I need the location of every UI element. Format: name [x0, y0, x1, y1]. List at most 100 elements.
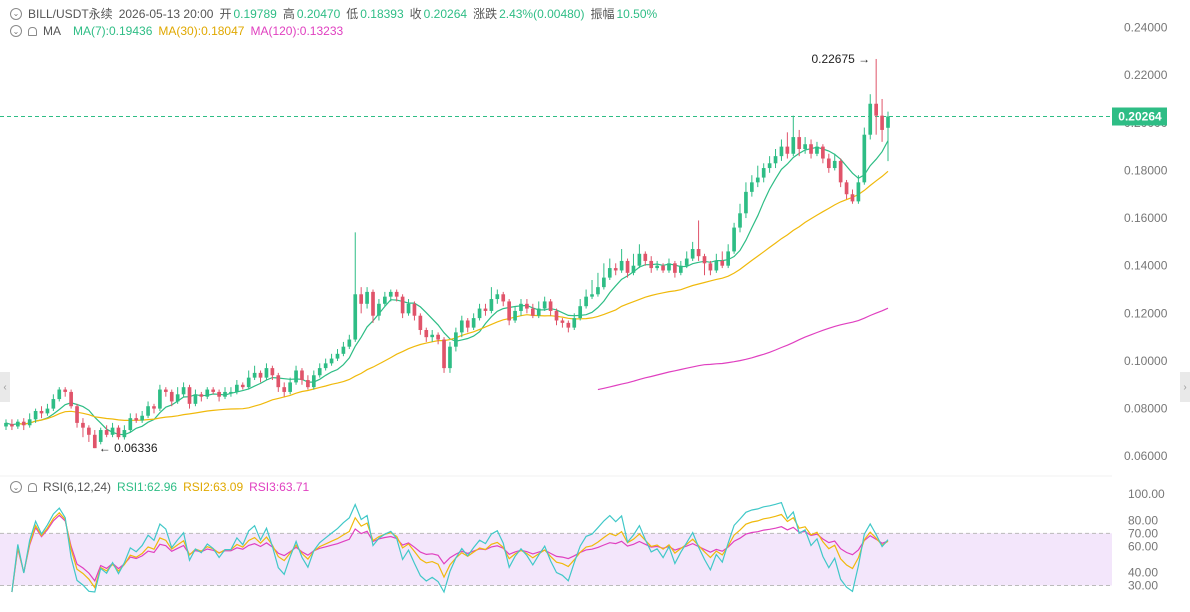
- candle-body: [726, 251, 731, 266]
- candle-body: [448, 346, 452, 369]
- rsi3-value: RSI3:63.71: [249, 480, 310, 494]
- right-scroll-handle[interactable]: ›: [1180, 372, 1190, 402]
- candle-body: [317, 368, 322, 376]
- candle-body: [39, 410, 44, 414]
- candle-body: [625, 260, 630, 273]
- price-tick-label: 0.22000: [1124, 68, 1168, 82]
- rsi1-line: [11, 501, 889, 594]
- rsi-tick-label: 100.00: [1128, 487, 1165, 501]
- candle-body: [554, 310, 559, 321]
- candle-body: [826, 158, 831, 169]
- bell-icon[interactable]: [28, 482, 37, 492]
- low-price-marker: ← 0.06336: [99, 441, 158, 455]
- high-label: 高: [282, 7, 295, 21]
- candle-body: [815, 146, 819, 154]
- candle-body: [33, 410, 38, 420]
- candle-body: [678, 265, 683, 273]
- bell-icon[interactable]: [28, 26, 37, 36]
- candle-body: [211, 389, 216, 392]
- moving-average-lines: [5, 140, 889, 436]
- candle-body: [667, 263, 671, 271]
- chevron-collapse-icon[interactable]: ⌄: [10, 481, 22, 493]
- price-tick-label: 0.16000: [1124, 211, 1168, 225]
- candle-body: [199, 394, 204, 397]
- symbol-label: BILL/USDT永续: [28, 7, 113, 21]
- candle-body: [45, 408, 50, 414]
- candle-body: [163, 389, 168, 392]
- high-price-marker: 0.22675 →: [811, 52, 870, 66]
- candle-body: [755, 177, 760, 183]
- candle-body: [465, 320, 470, 328]
- candle-body: [335, 353, 340, 359]
- chevron-collapse-icon[interactable]: ⌄: [10, 25, 22, 37]
- candle-body: [365, 291, 369, 304]
- candle-body: [21, 421, 26, 426]
- candle-body: [329, 358, 334, 364]
- current-price-label: 0.20264: [1118, 110, 1162, 124]
- candle-body: [27, 419, 32, 426]
- candle-body: [430, 334, 435, 338]
- candle-body: [761, 168, 766, 178]
- candle-body: [341, 346, 346, 354]
- price-tick-label: 0.24000: [1124, 21, 1168, 35]
- candle-body: [862, 134, 867, 183]
- candle-body: [152, 406, 156, 409]
- ma120-value: MA(120):0.13233: [250, 24, 344, 38]
- candle-body: [276, 375, 281, 388]
- candle-body: [459, 320, 464, 333]
- candle-body: [323, 363, 328, 369]
- candle-body: [803, 144, 807, 149]
- candle-body: [690, 249, 695, 259]
- candle-body: [797, 137, 802, 149]
- ma30-line: [17, 170, 889, 425]
- candle-body: [886, 116, 890, 128]
- candle-body: [471, 318, 476, 328]
- candle-body: [767, 163, 772, 169]
- candle-body: [738, 213, 742, 228]
- left-scroll-handle[interactable]: ‹: [0, 372, 10, 402]
- ma7-line: [5, 140, 889, 436]
- candle-body: [631, 265, 636, 273]
- candle-body: [779, 146, 784, 157]
- candle-body: [246, 377, 251, 388]
- candle-body: [530, 308, 535, 316]
- chevron-collapse-icon[interactable]: ⌄: [10, 7, 22, 20]
- candle-body: [57, 389, 62, 400]
- candle-body: [607, 268, 612, 278]
- candle-body: [489, 299, 494, 311]
- candle-body: [270, 368, 275, 376]
- candle-body: [306, 380, 310, 388]
- candle-body: [418, 315, 423, 331]
- candle-body: [501, 294, 506, 302]
- candle-body: [525, 303, 529, 309]
- candle-body: [714, 260, 719, 271]
- candle-body: [205, 389, 210, 397]
- candle-body: [229, 391, 233, 393]
- amplitude-value: 10.50%: [616, 6, 658, 21]
- candle-body: [146, 406, 150, 416]
- rsi-tick-label: 30.00: [1128, 578, 1158, 592]
- candle-body: [720, 260, 725, 266]
- candle-body: [282, 387, 287, 392]
- ma-legend: ⌄ MA MA(7):0.19436 MA(30):0.18047 MA(120…: [10, 24, 349, 38]
- candle-body: [566, 322, 571, 328]
- current-price-tag: [1112, 107, 1167, 126]
- candle-body: [371, 291, 375, 316]
- candle-body: [134, 418, 139, 421]
- candle-body: [572, 318, 577, 328]
- candle-body: [128, 418, 133, 431]
- candle-body: [560, 320, 565, 323]
- candle-body: [655, 265, 659, 269]
- candle-body: [353, 294, 358, 340]
- rsi1-value: RSI1:62.96: [117, 480, 178, 494]
- candle-body: [513, 310, 517, 321]
- rsi-tick-label: 80.00: [1128, 513, 1158, 527]
- candle-body: [169, 391, 174, 402]
- candle-body: [347, 339, 352, 347]
- candle-body: [684, 258, 689, 266]
- candle-body: [519, 303, 523, 311]
- candle-body: [750, 182, 754, 192]
- candle-body: [838, 160, 843, 183]
- candle-body: [240, 384, 245, 388]
